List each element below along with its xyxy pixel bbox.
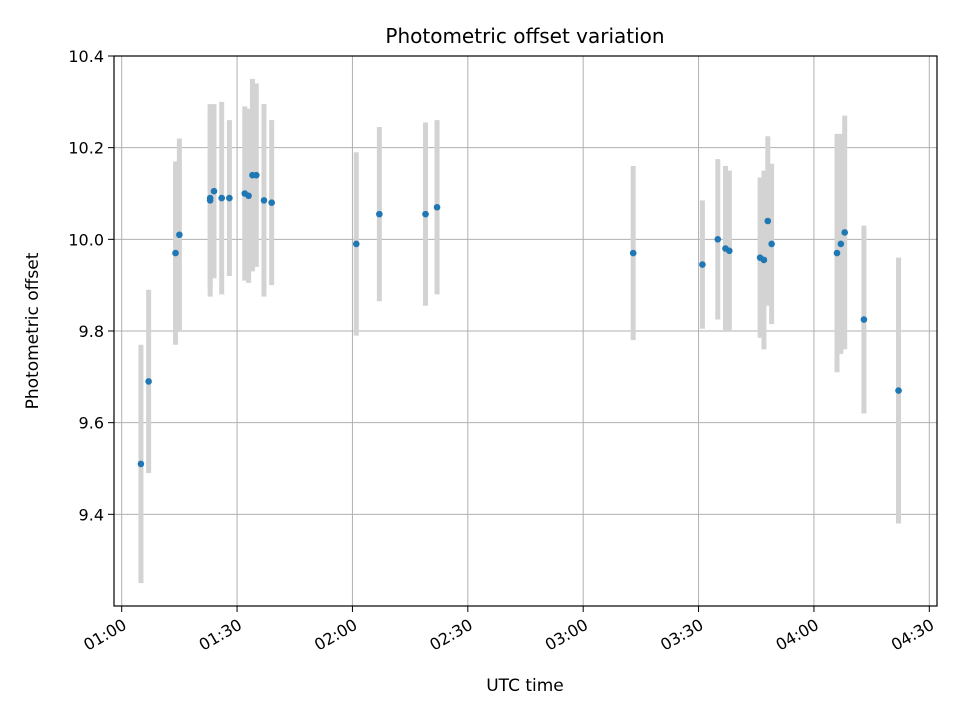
data-point	[760, 256, 768, 264]
y-axis-label: Photometric offset	[23, 252, 43, 409]
data-point	[245, 192, 252, 200]
data-point	[376, 210, 383, 218]
data-point	[176, 231, 183, 239]
data-points	[137, 171, 902, 468]
data-point	[252, 171, 260, 179]
y-tick-label: 10.2	[68, 139, 104, 158]
y-tick-label: 9.8	[79, 322, 104, 341]
data-point	[768, 240, 775, 248]
data-point	[433, 203, 441, 211]
y-tick-label: 9.4	[79, 505, 104, 524]
data-point	[210, 187, 218, 195]
data-point	[714, 236, 722, 243]
data-point	[137, 460, 145, 468]
data-point	[206, 197, 214, 204]
data-point	[352, 240, 360, 248]
data-point	[145, 378, 152, 385]
data-point	[629, 249, 637, 257]
y-tick-label: 10.4	[68, 47, 104, 66]
y-tick-label: 10.0	[68, 230, 104, 249]
data-point	[841, 229, 849, 236]
data-point	[260, 197, 268, 204]
chart-title: Photometric offset variation	[385, 24, 664, 48]
data-point	[764, 217, 772, 225]
data-point	[226, 194, 233, 202]
y-axis-ticks: 9.4 9.6 9.8 10.0 10.2 10.4	[68, 47, 114, 524]
data-point	[172, 249, 179, 257]
y-tick-label: 9.6	[79, 414, 104, 433]
data-point	[837, 240, 845, 248]
x-axis-label: UTC time	[486, 676, 564, 696]
data-point	[268, 199, 275, 206]
data-point	[422, 210, 429, 218]
data-point	[895, 387, 902, 394]
data-point	[726, 247, 733, 255]
data-point	[860, 316, 868, 323]
data-point	[699, 261, 706, 268]
data-point	[218, 194, 225, 202]
data-point	[833, 249, 841, 257]
